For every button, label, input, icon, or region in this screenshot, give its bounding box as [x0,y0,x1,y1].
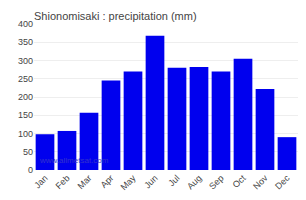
svg-text:400: 400 [18,19,33,29]
svg-text:Shionomisaki : precipitation (: Shionomisaki : precipitation (mm) [34,10,197,22]
svg-text:300: 300 [18,56,33,66]
svg-text:Jan: Jan [32,173,49,190]
svg-text:Sep: Sep [207,173,225,191]
svg-text:Feb: Feb [54,173,72,191]
svg-text:200: 200 [18,92,33,102]
svg-text:Jun: Jun [142,173,159,190]
svg-text:100: 100 [18,129,33,139]
svg-text:50: 50 [23,147,33,157]
svg-text:Aug: Aug [185,173,203,191]
svg-text:250: 250 [18,74,33,84]
svg-text:350: 350 [18,37,33,47]
svg-text:www.allmetsat.com: www.allmetsat.com [39,156,109,165]
svg-text:Apr: Apr [99,173,116,190]
svg-text:0: 0 [28,165,33,175]
svg-text:May: May [118,173,137,192]
svg-text:Jul: Jul [166,173,181,188]
svg-text:Mar: Mar [76,173,94,191]
svg-text:Nov: Nov [251,173,270,192]
svg-text:150: 150 [18,110,33,120]
svg-text:Dec: Dec [273,173,292,192]
svg-text:Oct: Oct [231,173,248,190]
